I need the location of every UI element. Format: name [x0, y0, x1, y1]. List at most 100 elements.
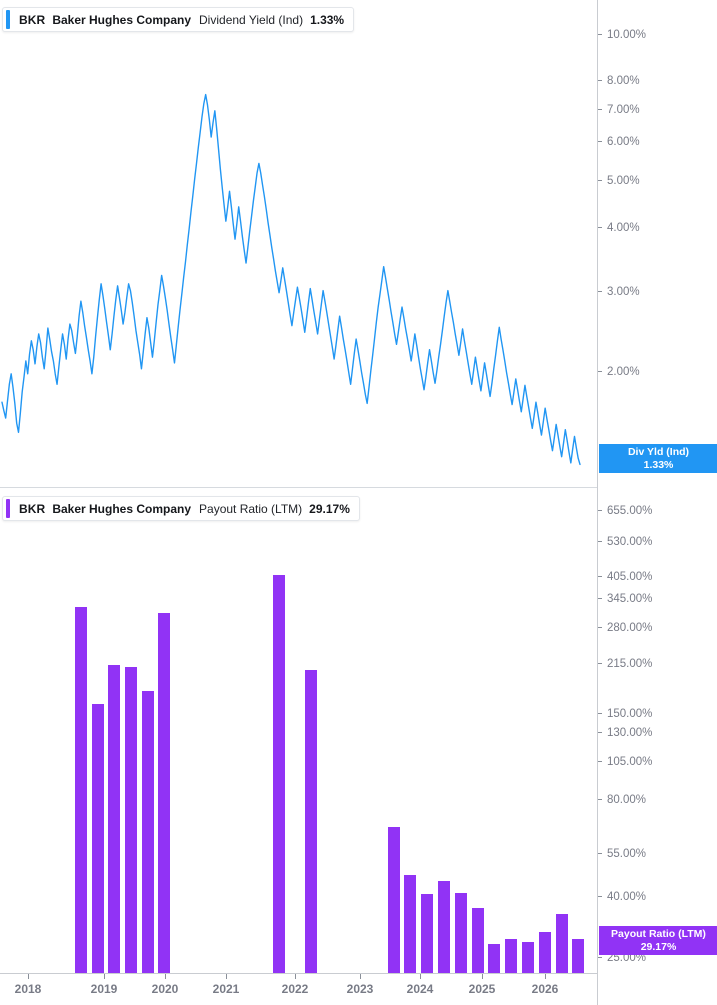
axis-tick-label: 215.00% — [607, 658, 653, 670]
axis-badge-value: 1.33% — [643, 458, 674, 471]
axis-tick-label: 130.00% — [607, 727, 653, 739]
payout-ratio-bar[interactable] — [556, 914, 568, 973]
time-tick-label: 2018 — [14, 982, 42, 996]
axis-tick-mark — [598, 34, 602, 35]
axis-tick-mark — [598, 510, 602, 511]
axis-tick-label: 280.00% — [607, 622, 653, 634]
payout-ratio-bar[interactable] — [388, 827, 400, 973]
axis-badge-label: Payout Ratio (LTM) — [611, 928, 706, 940]
axis-tick-mark — [598, 957, 602, 958]
axis-tick-mark — [598, 598, 602, 599]
axis-tick-label: 55.00% — [607, 848, 647, 860]
axis-tick-label: 655.00% — [607, 505, 653, 517]
payout-ratio-bar[interactable] — [472, 908, 484, 973]
dividend-yield-line-svg — [1, 93, 581, 466]
axis-tick-label: 4.00% — [607, 222, 640, 234]
pane-payout-ratio[interactable]: BKR Baker Hughes Company Payout Ratio (L… — [0, 489, 717, 1005]
time-tick-mark — [28, 974, 29, 979]
time-tick-label: 2024 — [406, 982, 434, 996]
axis-badge-label: Div Yld (Ind) — [627, 446, 690, 458]
axis-tick-label: 2.00% — [607, 366, 640, 378]
time-tick-mark — [420, 974, 421, 979]
time-tick-label: 2025 — [468, 982, 496, 996]
payout-ratio-bar[interactable] — [421, 894, 433, 973]
time-tick-mark — [165, 974, 166, 979]
axis-tick-mark — [598, 141, 602, 142]
payout-ratio-bar[interactable] — [92, 704, 104, 973]
axis-tick-mark — [598, 732, 602, 733]
legend-metric-name: Dividend Yield (Ind) — [199, 12, 304, 27]
time-tick-label: 2022 — [281, 982, 309, 996]
legend-company-name: Baker Hughes Company — [52, 501, 192, 516]
time-axis[interactable]: 2018 2019 2020 2021 2022 2023 2024 2025 2026 — [0, 973, 597, 1005]
payout-ratio-bar[interactable] — [505, 939, 517, 973]
axis-tick-label: 8.00% — [607, 75, 640, 87]
pane-divider[interactable] — [0, 487, 597, 488]
legend-ticker: BKR — [19, 12, 46, 27]
time-tick-label: 2021 — [212, 982, 240, 996]
payout-ratio-bar[interactable] — [438, 881, 450, 973]
axis-tick-label: 5.00% — [607, 175, 640, 187]
payout-ratio-bar[interactable] — [273, 575, 285, 973]
axis-tick-mark — [598, 853, 602, 854]
axis-tick-mark — [598, 799, 602, 800]
time-tick-mark — [226, 974, 227, 979]
axis-tick-label: 150.00% — [607, 708, 653, 720]
payout-ratio-bar[interactable] — [158, 613, 170, 973]
axis-tick-mark — [598, 291, 602, 292]
axis-tick-label: 530.00% — [607, 536, 653, 548]
payout-ratio-bar[interactable] — [142, 691, 154, 973]
axis-badge-dividend-yield[interactable]: Div Yld (Ind) 1.33% — [599, 444, 717, 473]
axis-tick-label: 10.00% — [607, 29, 647, 41]
legend-payout-ratio[interactable]: BKR Baker Hughes Company Payout Ratio (L… — [2, 496, 360, 521]
time-tick-label: 2026 — [531, 982, 559, 996]
time-tick-mark — [104, 974, 105, 979]
time-tick-label: 2019 — [90, 982, 118, 996]
time-tick-mark — [545, 974, 546, 979]
axis-tick-mark — [598, 180, 602, 181]
payout-ratio-bar[interactable] — [572, 939, 584, 973]
axis-tick-mark — [598, 761, 602, 762]
payout-ratio-bar[interactable] — [488, 944, 500, 973]
axis-tick-mark — [598, 541, 602, 542]
payout-ratio-bar[interactable] — [108, 665, 120, 973]
time-tick-label: 2023 — [346, 982, 374, 996]
legend-metric-name: Payout Ratio (LTM) — [199, 501, 303, 516]
dividend-yield-line — [1, 93, 581, 466]
payout-ratio-plot-area[interactable] — [0, 489, 597, 1005]
legend-color-swatch — [6, 499, 10, 518]
time-tick-mark — [360, 974, 361, 979]
legend-current-value: 1.33% — [310, 12, 345, 27]
payout-ratio-bar-svg — [75, 575, 584, 973]
payout-ratio-bar[interactable] — [455, 893, 467, 973]
axis-tick-mark — [598, 80, 602, 81]
legend-company-name: Baker Hughes Company — [52, 12, 192, 27]
axis-tick-mark — [598, 576, 602, 577]
axis-tick-mark — [598, 627, 602, 628]
payout-ratio-bar[interactable] — [404, 875, 416, 973]
axis-tick-label: 6.00% — [607, 136, 640, 148]
payout-ratio-bar[interactable] — [305, 670, 317, 973]
payout-ratio-bar[interactable] — [522, 942, 534, 973]
price-axis[interactable]: 10.00% 8.00% 7.00% 6.00% 5.00% 4.00% 3.00% 2.00… — [597, 0, 717, 1005]
axis-tick-mark — [598, 896, 602, 897]
time-tick-mark — [295, 974, 296, 979]
axis-tick-mark — [598, 227, 602, 228]
dividend-yield-plot-area[interactable] — [0, 0, 597, 488]
payout-ratio-bar[interactable] — [75, 607, 87, 973]
legend-current-value: 29.17% — [309, 501, 350, 516]
payout-ratio-bar[interactable] — [125, 667, 137, 973]
legend-color-swatch — [6, 10, 10, 29]
legend-ticker: BKR — [19, 501, 46, 516]
axis-tick-label: 80.00% — [607, 794, 647, 806]
axis-badge-value: 29.17% — [640, 940, 677, 953]
payout-ratio-bar[interactable] — [539, 932, 551, 973]
axis-tick-label: 345.00% — [607, 593, 653, 605]
legend-dividend-yield[interactable]: BKR Baker Hughes Company Dividend Yield … — [2, 7, 355, 32]
pane-dividend-yield[interactable]: BKR Baker Hughes Company Dividend Yield … — [0, 0, 717, 488]
time-tick-label: 2020 — [151, 982, 179, 996]
axis-badge-payout-ratio[interactable]: Payout Ratio (LTM) 29.17% — [599, 926, 717, 955]
axis-tick-mark — [598, 109, 602, 110]
axis-tick-label: 7.00% — [607, 104, 640, 116]
